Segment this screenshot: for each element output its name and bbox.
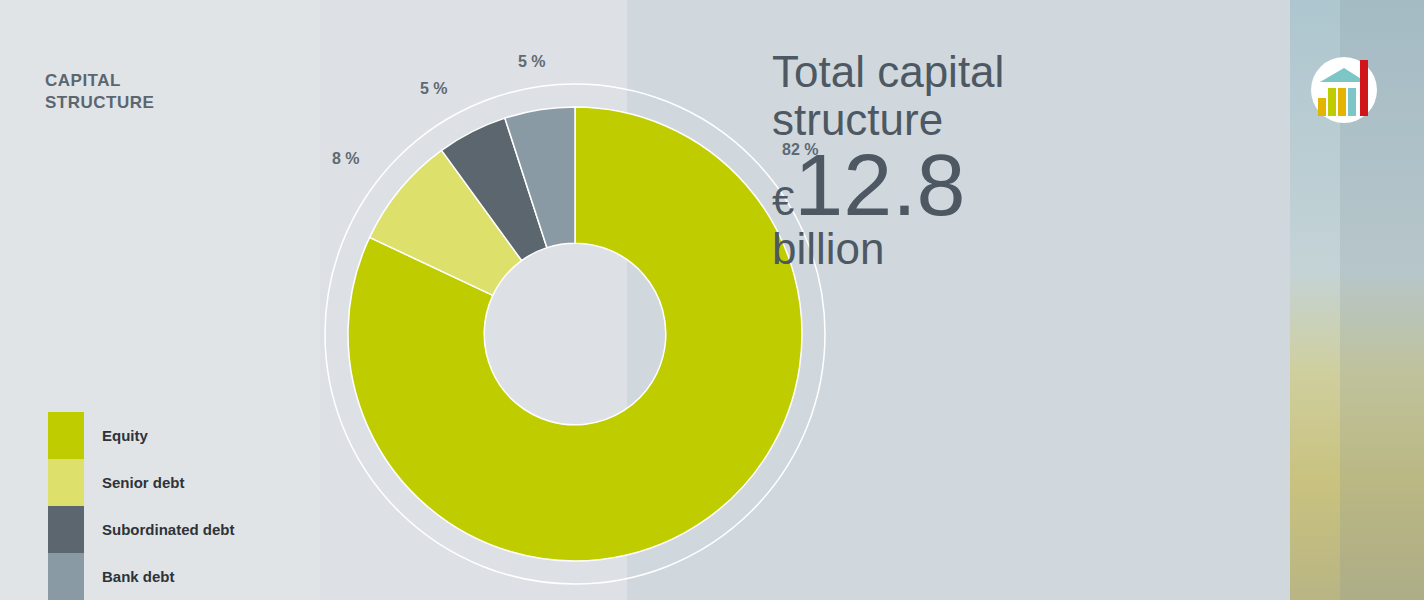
svg-text:5 %: 5 % <box>420 80 448 97</box>
html-text:Senior debt: Senior debt <box>102 474 185 491</box>
html-text:CAPITAL STRUCTURE: CAPITAL STRUCTURE <box>45 71 155 113</box>
html-text:Equity: Equity <box>102 427 148 444</box>
svg-text:5 %: 5 % <box>518 53 546 70</box>
html-text:Bank debt: Bank debt <box>102 568 175 585</box>
html-text:Subordinated debt: Subordinated debt <box>102 521 235 538</box>
svg-text:8 %: 8 % <box>332 150 360 167</box>
html-text:12.8: 12.8 <box>794 135 966 234</box>
html-text:Total capital structure: Total capital structure <box>772 47 1005 144</box>
html-text:billion: billion <box>772 223 885 273</box>
